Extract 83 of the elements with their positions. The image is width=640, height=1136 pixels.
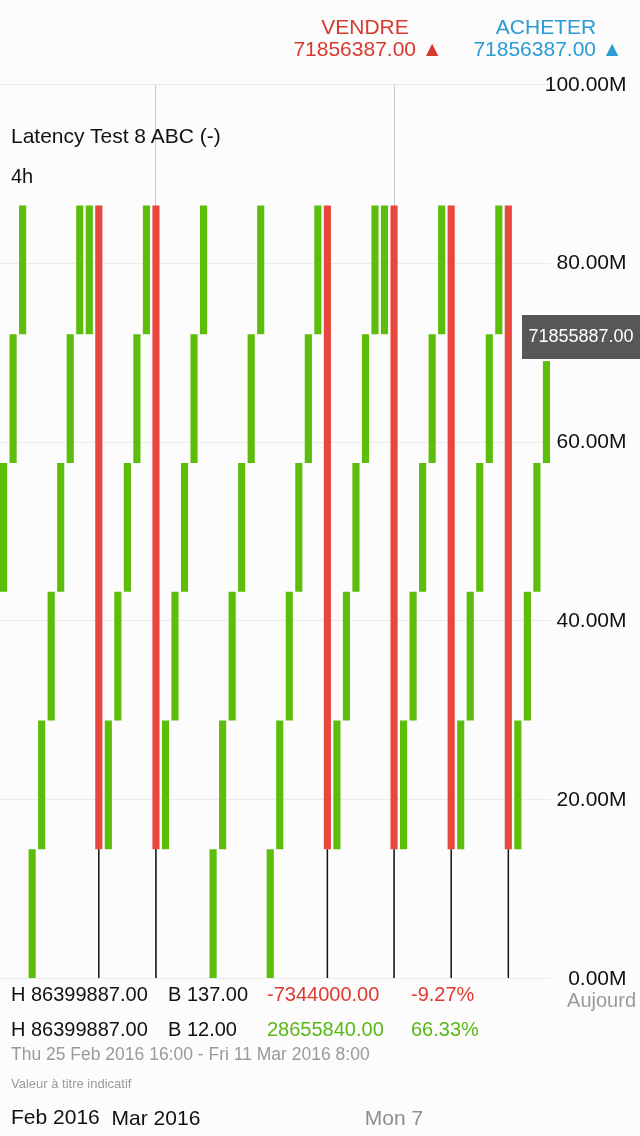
text: -7344000.00	[267, 983, 380, 1005]
text: H 86399887.00	[11, 983, 148, 1005]
candlestick	[85, 205, 93, 335]
candlestick	[66, 334, 74, 464]
text: H 86399887.00	[11, 1018, 148, 1040]
text: Thu 25 Feb 2016 16:00 - Fri 11 Mar 2016 8:00	[11, 1044, 370, 1064]
candlestick	[161, 720, 170, 850]
candlestick	[95, 205, 103, 979]
candlestick	[447, 205, 455, 979]
candlestick	[142, 205, 150, 335]
candlestick	[219, 720, 227, 850]
candlestick	[104, 720, 112, 850]
candlestick	[276, 720, 284, 850]
candlestick	[114, 591, 122, 721]
y-tick-label: 0.00M	[568, 965, 627, 989]
candlestick	[238, 463, 246, 592]
candlestick	[428, 334, 436, 464]
text: VENDRE	[321, 15, 409, 38]
text: B 137.00	[168, 983, 249, 1005]
candlestick	[409, 591, 417, 721]
text: -9.27%	[411, 983, 475, 1005]
candlestick	[285, 591, 293, 721]
y-tick-label: 60.00M	[556, 429, 627, 453]
candlestick	[504, 205, 512, 979]
text: Aujourd	[567, 989, 636, 1011]
candlestick	[19, 205, 27, 335]
text: B 12.00	[168, 1018, 237, 1040]
text: Latency Test 8 ABC (-)	[11, 124, 221, 147]
candlestick	[190, 334, 198, 464]
x-tick-label: Mon 7	[364, 1105, 424, 1129]
candlestick	[171, 591, 179, 721]
candlestick	[133, 334, 141, 464]
text: Valeur à titre indicatif	[11, 1076, 132, 1091]
candlestick	[47, 591, 55, 721]
candlestick	[295, 463, 303, 592]
candlestick	[419, 463, 427, 592]
text: Feb 2016	[11, 1105, 100, 1128]
candlestick	[323, 205, 331, 979]
text: 71856387.00 ▲	[473, 37, 623, 60]
candlestick	[304, 334, 312, 464]
y-tick-label: 40.00M	[556, 607, 627, 631]
x-tick-label: Mar 2016	[111, 1105, 201, 1129]
text: 66.33%	[411, 1018, 480, 1040]
candlestick	[209, 849, 217, 978]
candlestick	[495, 205, 503, 335]
text: 71856387.00 ▲	[293, 37, 443, 60]
candlestick	[533, 463, 541, 592]
candlestick	[514, 720, 522, 850]
candlestick	[438, 205, 446, 335]
candlestick	[247, 334, 255, 464]
candlestick	[123, 463, 131, 592]
annotation: 71855887.00	[528, 326, 634, 346]
candlestick	[266, 849, 274, 978]
text: ACHETER	[495, 15, 597, 38]
candlestick	[333, 720, 341, 850]
candlestick	[542, 361, 550, 464]
candlestick	[314, 205, 322, 335]
text: 28655840.00	[267, 1018, 384, 1040]
candlestick	[371, 205, 379, 335]
candlestick	[38, 720, 46, 850]
y-tick-label: 20.00M	[556, 786, 627, 810]
text: 4h	[11, 165, 34, 187]
candlestick	[257, 205, 265, 335]
candlestick	[9, 334, 17, 464]
candlestick	[485, 334, 493, 464]
y-tick-label: 100.00M	[544, 71, 627, 95]
candlestick	[523, 591, 531, 721]
candlestick	[76, 205, 84, 335]
candlestick	[228, 591, 236, 721]
candlestick	[352, 463, 360, 592]
candlestick	[200, 205, 208, 335]
candlestick	[361, 334, 370, 464]
candlestick	[457, 720, 465, 850]
candlestick	[466, 591, 474, 721]
candlestick	[342, 591, 350, 721]
candlestick	[57, 463, 65, 592]
candlestick	[180, 463, 189, 592]
y-tick-label: 80.00M	[556, 250, 627, 274]
candlestick	[476, 463, 484, 592]
candlestick	[380, 205, 389, 335]
candlestick	[0, 463, 8, 592]
candlestick	[400, 720, 408, 850]
candlestick	[28, 849, 36, 978]
